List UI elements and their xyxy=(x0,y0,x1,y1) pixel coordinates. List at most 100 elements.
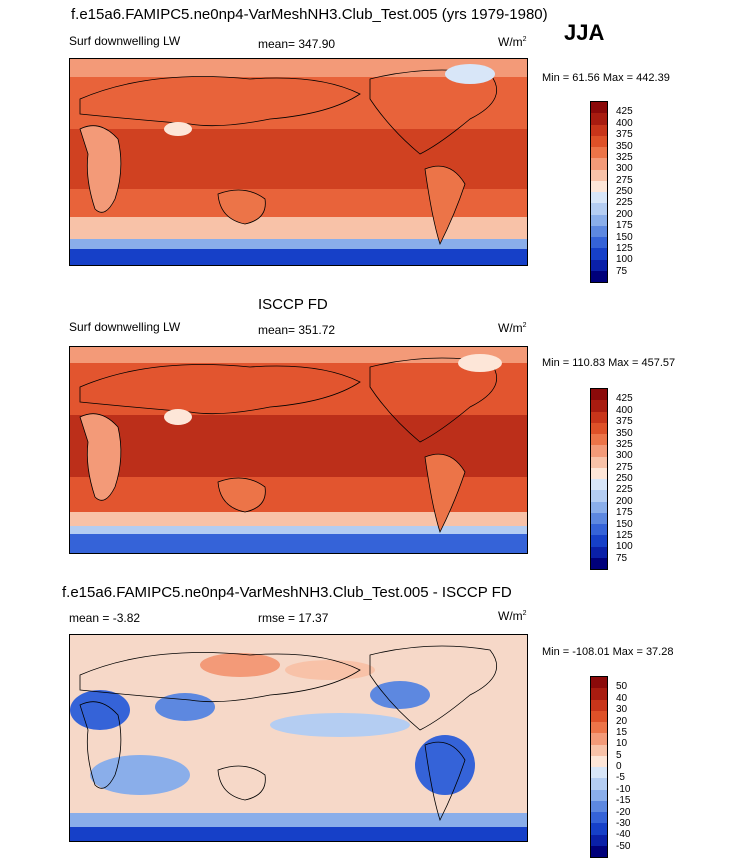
colorbar-tick-label: -50 xyxy=(616,840,631,852)
colorbar xyxy=(590,388,608,570)
colorbar-swatch xyxy=(591,688,607,700)
colorbar-tick-label: -15 xyxy=(616,795,631,807)
coastline-north-america xyxy=(369,69,498,155)
colorbar-tick-label: 200 xyxy=(616,208,633,220)
arctic-band xyxy=(70,59,527,77)
units-label: W/m2 xyxy=(498,321,527,335)
coastline-australia xyxy=(217,477,266,513)
colorbar-swatch xyxy=(591,411,607,423)
colorbar-tick-label: -20 xyxy=(616,806,631,818)
colorbar-tick-label: 300 xyxy=(616,450,633,462)
variable-label: Surf downwelling LW xyxy=(69,320,181,334)
colorbar-swatch xyxy=(591,524,607,536)
colorbar-swatch xyxy=(591,445,607,457)
colorbar-tick-label: -40 xyxy=(616,829,631,841)
anomaly-europe-warm xyxy=(200,653,280,677)
antarctic-band-1 xyxy=(70,239,527,249)
coastline-south-america xyxy=(424,453,466,534)
colorbar-swatch xyxy=(591,778,607,790)
map-plot xyxy=(69,634,528,842)
colorbar-swatch xyxy=(591,512,607,524)
colorbar-swatch xyxy=(591,389,607,401)
units-label: W/m2 xyxy=(498,35,527,49)
panel-title: ISCCP FD xyxy=(258,296,328,313)
colorbar-swatch xyxy=(591,467,607,479)
panel-title: f.e15a6.FAMIPC5.ne0np4-VarMeshNH3.Club_T… xyxy=(62,584,512,601)
colorbar-swatch xyxy=(591,237,607,249)
colorbar-tick-label: 425 xyxy=(616,393,633,405)
colorbar-swatch xyxy=(591,203,607,215)
colorbar-tick-label: -10 xyxy=(616,783,631,795)
colorbar-swatch xyxy=(591,270,607,282)
coastline-south-america xyxy=(424,741,466,822)
colorbar-swatch xyxy=(591,113,607,125)
colorbar-tick-label: 15 xyxy=(616,726,628,738)
colorbar-tick-label: 20 xyxy=(616,715,628,727)
colorbar-swatch xyxy=(591,135,607,147)
colorbar-tick-label: 375 xyxy=(616,416,633,428)
anomaly-pacific xyxy=(270,713,410,737)
min-max-label: Min = 110.83 Max = 457.57 xyxy=(542,357,676,369)
map-plot xyxy=(69,346,528,554)
colorbar-swatch xyxy=(591,501,607,513)
colorbar-swatch xyxy=(591,400,607,412)
anomaly-south-america xyxy=(415,735,475,795)
anomaly-indian-ocean xyxy=(90,755,190,795)
greenland-feature xyxy=(445,64,495,84)
tibet-feature xyxy=(164,409,192,425)
colorbar-swatch xyxy=(591,490,607,502)
coastline-africa xyxy=(79,125,122,213)
colorbar-tick-label: 40 xyxy=(616,692,628,704)
colorbar-swatch xyxy=(591,214,607,226)
colorbar-swatch xyxy=(591,434,607,446)
colorbar-swatch xyxy=(591,169,607,181)
colorbar-tick-label: 200 xyxy=(616,495,633,507)
colorbar xyxy=(590,101,608,283)
colorbar-swatch xyxy=(591,710,607,722)
colorbar-swatch xyxy=(591,557,607,569)
colorbar-tick-label: 150 xyxy=(616,231,633,243)
colorbar-tick-label: 375 xyxy=(616,129,633,141)
colorbar-tick-label: -30 xyxy=(616,817,631,829)
greenland-feature xyxy=(458,354,502,372)
colorbar-swatch xyxy=(591,845,607,857)
colorbar-tick-label: 30 xyxy=(616,704,628,716)
coastline-north-america xyxy=(369,645,498,731)
colorbar-tick-label: 75 xyxy=(616,552,628,564)
colorbar-swatch xyxy=(591,225,607,237)
colorbar-tick-label: 5 xyxy=(616,749,622,761)
units-label: W/m2 xyxy=(498,609,527,623)
colorbar-tick-label: 300 xyxy=(616,163,633,175)
colorbar-swatch xyxy=(591,546,607,558)
coastline-africa xyxy=(79,413,122,501)
colorbar-swatch xyxy=(591,180,607,192)
colorbar-swatch xyxy=(591,722,607,734)
colorbar-tick-label: 75 xyxy=(616,265,628,277)
colorbar-tick-label: 225 xyxy=(616,197,633,209)
anomaly-east-pacific xyxy=(370,681,430,709)
coastline-australia xyxy=(217,765,266,801)
colorbar-swatch xyxy=(591,535,607,547)
colorbar-tick-label: 275 xyxy=(616,174,633,186)
colorbar-swatch xyxy=(591,699,607,711)
colorbar-swatch xyxy=(591,733,607,745)
colorbar-swatch xyxy=(591,744,607,756)
mean-label: mean= 351.72 xyxy=(258,323,336,337)
colorbar-swatch xyxy=(591,248,607,260)
coastline-north-america xyxy=(369,357,498,443)
colorbar-tick-label: 225 xyxy=(616,484,633,496)
colorbar-tick-label: 125 xyxy=(616,529,633,541)
colorbar-swatch xyxy=(591,422,607,434)
tibet-feature xyxy=(164,122,192,136)
colorbar-tick-label: 325 xyxy=(616,438,633,450)
colorbar-tick-label: 400 xyxy=(616,117,633,129)
colorbar-swatch xyxy=(591,158,607,170)
map-plot xyxy=(69,58,528,266)
rmse-label: rmse = 17.37 xyxy=(258,611,329,625)
colorbar-swatch xyxy=(591,124,607,136)
colorbar-swatch xyxy=(591,147,607,159)
colorbar-tick-label: -5 xyxy=(616,772,625,784)
colorbar-tick-label: 0 xyxy=(616,761,622,772)
colorbar-swatch xyxy=(591,677,607,689)
colorbar-swatch xyxy=(591,789,607,801)
